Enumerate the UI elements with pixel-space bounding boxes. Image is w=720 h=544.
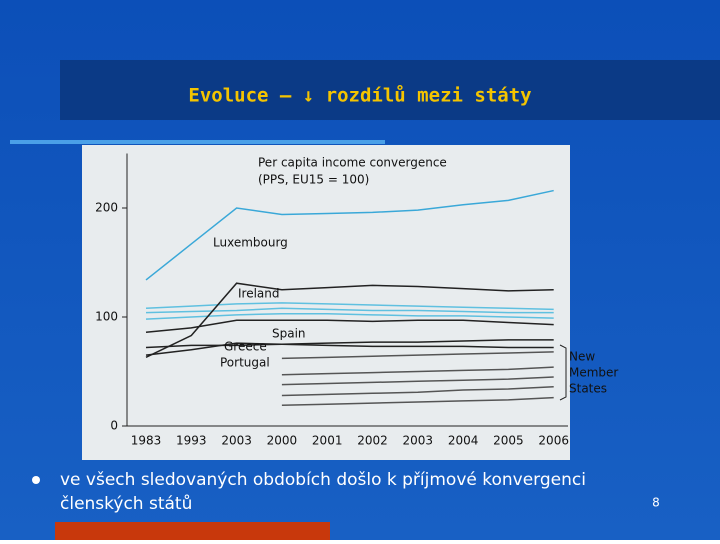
series-line [281,386,554,397]
x-tick-label: 1983 [131,434,162,448]
x-tick-label: 2002 [357,434,388,448]
bracket [559,344,567,401]
page-number: 8 [652,496,660,510]
bullet-text: členských států [60,494,192,514]
x-tick-label: 2004 [448,434,479,448]
series-line [145,342,554,356]
annotation: New [569,350,595,364]
x-tick-label: 2005 [493,434,524,448]
series-line [281,396,554,407]
bottom-bar [55,522,330,540]
series-label: Spain [272,327,306,341]
x-tick-label: 2003 [403,434,434,448]
x-tick-label: 2006 [538,434,569,448]
series-line [145,189,554,281]
bullet-marker [32,476,40,484]
y-tick-label: 0 [110,419,118,433]
x-tick-label: 2001 [312,434,343,448]
slide-title: Evoluce – ↓ rozdílů mezi státy [188,83,531,107]
y-tick-label: 100 [95,310,118,324]
x-tick-label: 2003 [221,434,252,448]
series-label: Luxembourg [213,236,288,250]
series-label: Ireland [238,287,280,301]
accent-line [10,140,385,144]
series-line [281,366,554,376]
series-line [281,376,554,386]
bullet-text: ve všech sledovaných obdobích došlo k př… [60,470,586,490]
y-tick-label: 200 [95,201,118,215]
series-line [145,302,554,311]
chart-image [82,145,570,460]
series-line [145,312,554,320]
x-tick-label: 2000 [267,434,298,448]
series-line [145,319,554,334]
series-label: Portugal [220,356,270,370]
series-line [145,339,554,349]
series-line [281,351,554,360]
annotation: States [569,382,607,396]
series-line [145,307,554,314]
chart-title: Per capita income convergence [258,156,447,170]
series-line [145,282,554,359]
chart: Per capita income convergence (PPS, EU15 … [95,153,618,448]
title-bar [60,60,720,120]
annotation: Member [569,366,618,380]
series-label: Greece [224,340,267,354]
x-tick-label: 1993 [176,434,207,448]
chart-subtitle: (PPS, EU15 = 100) [258,173,369,187]
